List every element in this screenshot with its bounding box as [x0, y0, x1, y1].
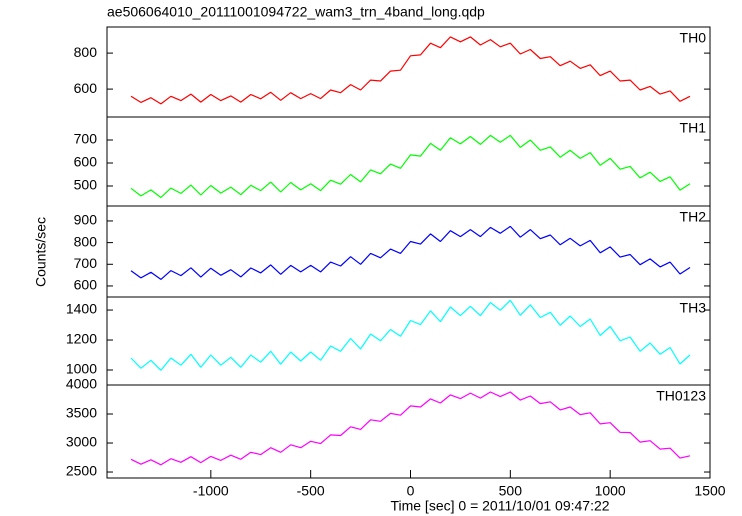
series-label: TH1 [680, 120, 707, 136]
y-tick-label: 600 [74, 80, 98, 96]
series-label: TH3 [680, 300, 707, 316]
x-tick-label: 500 [499, 483, 523, 499]
y-tick-label: 600 [74, 277, 98, 293]
x-tick-label: 1500 [694, 483, 725, 499]
series-line [130, 36, 691, 105]
series-line [130, 134, 691, 198]
panel-frame [106, 384, 711, 479]
series-label: TH0123 [656, 388, 706, 404]
y-tick-label: 1000 [66, 361, 97, 377]
series-label: TH0 [680, 30, 707, 46]
y-tick-label: 700 [74, 131, 98, 147]
y-tick-label: 600 [74, 154, 98, 170]
y-tick-label: 800 [74, 44, 98, 60]
y-tick-label: 3000 [66, 434, 97, 450]
y-tick-label: 500 [74, 177, 98, 193]
x-tick-label: 0 [407, 483, 415, 499]
series-line [130, 225, 691, 280]
y-tick-label: 1400 [66, 301, 97, 317]
y-tick-label: 2500 [66, 463, 97, 479]
panel-frame [106, 26, 711, 118]
panel-frame [106, 116, 711, 207]
x-tick-label: -500 [297, 483, 325, 499]
x-tick-label: 1000 [595, 483, 626, 499]
x-tick-label: -1000 [193, 483, 229, 499]
y-tick-label: 800 [74, 233, 98, 249]
y-tick-label: 1200 [66, 331, 97, 347]
panel-frame [106, 205, 711, 298]
y-axis-label: Counts/sec [33, 217, 49, 287]
y-tick-label: 900 [74, 212, 98, 228]
series-line [130, 391, 691, 466]
chart-title: ae506064010_20111001094722_wam3_trn_4ban… [107, 4, 485, 20]
series-line [130, 299, 691, 371]
series-label: TH2 [680, 209, 707, 225]
y-tick-label: 4000 [66, 376, 97, 392]
y-tick-label: 700 [74, 255, 98, 271]
x-axis-label: Time [sec] 0 = 2011/10/01 09:47:22 [390, 498, 609, 514]
y-tick-label: 3500 [66, 405, 97, 421]
